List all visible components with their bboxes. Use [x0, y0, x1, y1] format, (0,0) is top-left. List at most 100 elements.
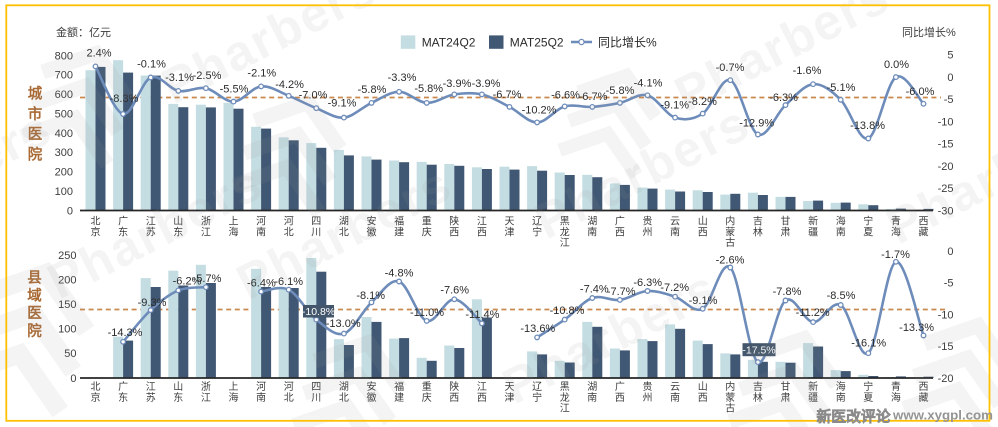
svg-text:-4.2%: -4.2%: [275, 79, 304, 91]
svg-text:-5.8%: -5.8%: [606, 85, 635, 97]
svg-text:重庆: 重庆: [422, 380, 432, 404]
svg-text:5: 5: [947, 50, 953, 62]
svg-text:0: 0: [67, 205, 73, 217]
svg-text:-5: -5: [944, 94, 954, 106]
svg-text:河北: 河北: [284, 381, 294, 404]
svg-text:新疆: 新疆: [808, 380, 818, 404]
svg-text:-13.0%: -13.0%: [326, 318, 361, 330]
svg-text:500: 500: [55, 108, 73, 120]
svg-text:-9.1%: -9.1%: [660, 100, 689, 112]
svg-text:-16.1%: -16.1%: [851, 338, 886, 350]
svg-text:-7.6%: -7.6%: [440, 285, 469, 297]
svg-text:-3.9%: -3.9%: [472, 78, 501, 90]
svg-text:-10.8%: -10.8%: [302, 306, 335, 318]
svg-text:-15: -15: [938, 139, 954, 151]
svg-text:-7.8%: -7.8%: [773, 286, 802, 298]
svg-text:-13.3%: -13.3%: [899, 322, 934, 334]
svg-text:山东: 山东: [173, 381, 183, 404]
svg-text:-6.1%: -6.1%: [274, 276, 303, 288]
svg-text:医: 医: [27, 305, 42, 322]
svg-text:-13.8%: -13.8%: [850, 120, 885, 132]
svg-text:-10.8%: -10.8%: [550, 305, 585, 317]
svg-text:山东: 山东: [173, 216, 183, 239]
svg-text:四川: 四川: [311, 382, 321, 404]
svg-text:内蒙古: 内蒙古: [725, 215, 735, 250]
svg-text:湖南: 湖南: [587, 381, 597, 404]
svg-text:安徽: 安徽: [367, 215, 377, 239]
svg-text:云南: 云南: [670, 217, 680, 239]
svg-text:县: 县: [27, 270, 42, 287]
svg-text:吉林: 吉林: [753, 216, 763, 239]
svg-text:辽宁: 辽宁: [532, 216, 542, 239]
svg-text:河南: 河南: [256, 216, 266, 239]
svg-text:贵州: 贵州: [643, 215, 653, 239]
svg-text:天津: 天津: [505, 382, 515, 404]
svg-text:四川: 四川: [311, 217, 321, 239]
svg-text:青海: 青海: [891, 380, 901, 404]
svg-text:-7.7%: -7.7%: [607, 286, 636, 298]
svg-text:宁夏: 宁夏: [863, 380, 873, 404]
svg-text:江西: 江西: [477, 216, 487, 239]
svg-text:-5.7%: -5.7%: [193, 273, 222, 285]
svg-text:陕西: 陕西: [449, 380, 459, 404]
svg-text:-6.3%: -6.3%: [633, 277, 662, 289]
svg-text:金额：亿元: 金额：亿元: [56, 25, 111, 39]
svg-text:湖北: 湖北: [339, 216, 349, 239]
svg-text:-1.7%: -1.7%: [881, 249, 910, 261]
svg-text:黑龙江: 黑龙江: [560, 381, 570, 415]
svg-text:-8.3%: -8.3%: [110, 93, 139, 105]
svg-text:0: 0: [70, 373, 76, 385]
svg-text:甘肃: 甘肃: [781, 380, 791, 404]
svg-text:-9.1%: -9.1%: [328, 98, 357, 110]
svg-text:-8.5%: -8.5%: [827, 290, 856, 302]
svg-text:-2.5%: -2.5%: [193, 70, 222, 82]
svg-text:-5.8%: -5.8%: [414, 83, 443, 95]
svg-text:100: 100: [55, 186, 73, 198]
svg-text:-30: -30: [938, 205, 954, 217]
svg-text:800: 800: [55, 50, 73, 62]
svg-text:-5: -5: [944, 278, 954, 290]
svg-text:www.xygpl.com: www.xygpl.com: [892, 408, 993, 423]
svg-text:宁夏: 宁夏: [863, 215, 873, 239]
svg-text:-8.2%: -8.2%: [688, 96, 717, 108]
svg-text:50: 50: [64, 348, 76, 360]
svg-text:黑龙江: 黑龙江: [560, 216, 570, 250]
svg-text:-8.1%: -8.1%: [356, 290, 385, 302]
svg-text:-6.7%: -6.7%: [493, 89, 522, 101]
svg-text:-11.0%: -11.0%: [410, 307, 444, 319]
svg-text:广东: 广东: [118, 381, 128, 404]
svg-text:-9.1%: -9.1%: [689, 295, 718, 307]
svg-text:MAT25Q2: MAT25Q2: [510, 36, 564, 50]
svg-text:云南: 云南: [670, 382, 680, 404]
svg-text:-5.5%: -5.5%: [220, 83, 249, 95]
svg-text:城: 城: [28, 85, 43, 103]
svg-text:北京: 北京: [91, 216, 101, 239]
svg-text:300: 300: [55, 147, 73, 159]
svg-text:-13.6%: -13.6%: [520, 323, 555, 335]
svg-text:-20: -20: [938, 161, 954, 173]
svg-text:-20: -20: [938, 373, 954, 385]
svg-text:医: 医: [28, 126, 43, 143]
svg-text:250: 250: [58, 250, 76, 262]
svg-text:海南: 海南: [836, 380, 846, 404]
svg-text:湖北: 湖北: [339, 381, 349, 404]
svg-text:广西: 广西: [615, 381, 625, 404]
svg-text:2.4%: 2.4%: [86, 48, 111, 60]
svg-text:江苏: 江苏: [146, 216, 156, 239]
svg-text:400: 400: [55, 128, 73, 140]
svg-text:-6.2%: -6.2%: [173, 276, 202, 288]
svg-text:吉林: 吉林: [753, 381, 763, 404]
svg-text:内蒙古: 内蒙古: [725, 380, 735, 415]
svg-text:山西: 山西: [698, 381, 708, 404]
svg-text:新疆: 新疆: [808, 215, 818, 239]
svg-text:-7.0%: -7.0%: [299, 89, 328, 101]
svg-text:-12.9%: -12.9%: [739, 118, 774, 130]
svg-text:-2.6%: -2.6%: [716, 254, 745, 266]
svg-text:山西: 山西: [698, 216, 708, 239]
svg-text:广西: 广西: [615, 216, 625, 239]
svg-text:贵州: 贵州: [643, 380, 653, 404]
svg-text:青海: 青海: [891, 215, 901, 239]
svg-text:MAT24Q2: MAT24Q2: [422, 36, 476, 50]
svg-text:-6.0%: -6.0%: [906, 86, 935, 98]
svg-text:-6.4%: -6.4%: [247, 278, 276, 290]
